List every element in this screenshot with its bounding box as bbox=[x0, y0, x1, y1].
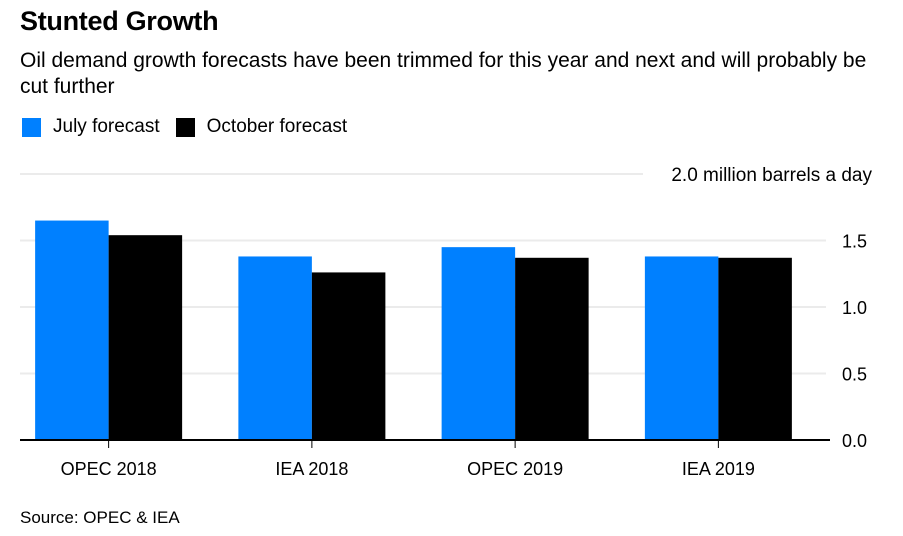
legend-swatch-october bbox=[175, 117, 195, 137]
bars bbox=[35, 220, 792, 440]
y-tick-label: 1.5 bbox=[842, 232, 867, 252]
chart-title: Stunted Growth bbox=[20, 6, 219, 36]
y-unit-label: 2.0 million barrels a day bbox=[671, 165, 872, 186]
axes: 0.5 1.0 1.5 2.0 million barrels a day OPEC 2… bbox=[20, 165, 872, 479]
x-tick-label: OPEC 2018 bbox=[61, 459, 157, 479]
y-tick-label: 1.0 bbox=[842, 298, 867, 318]
bar-october bbox=[515, 257, 589, 440]
legend-label-july: July forecast bbox=[53, 116, 160, 137]
x-tick-label: OPEC 2019 bbox=[467, 459, 563, 479]
legend: July forecast October forecast bbox=[22, 116, 363, 138]
y-tick-label: 0.0 bbox=[842, 431, 867, 451]
y-tick-label: 0.5 bbox=[842, 365, 867, 385]
legend-label-october: October forecast bbox=[206, 116, 348, 137]
bar-october bbox=[311, 272, 386, 440]
bar-july bbox=[35, 220, 109, 440]
x-tick-label: IEA 2018 bbox=[275, 459, 348, 479]
legend-swatch-july bbox=[22, 117, 41, 137]
source-note: Source: OPEC & IEA bbox=[20, 508, 180, 527]
bar-july bbox=[238, 256, 312, 440]
bar-october bbox=[718, 257, 792, 440]
x-tick-label: IEA 2019 bbox=[682, 459, 755, 479]
legend-item-october: October forecast bbox=[175, 116, 348, 138]
chart-subtitle: Oil demand growth forecasts have been tr… bbox=[20, 49, 867, 98]
legend-item-july: July forecast bbox=[22, 116, 160, 138]
bar-july bbox=[441, 247, 516, 440]
bar-july bbox=[644, 256, 719, 440]
bar-october bbox=[108, 235, 183, 440]
